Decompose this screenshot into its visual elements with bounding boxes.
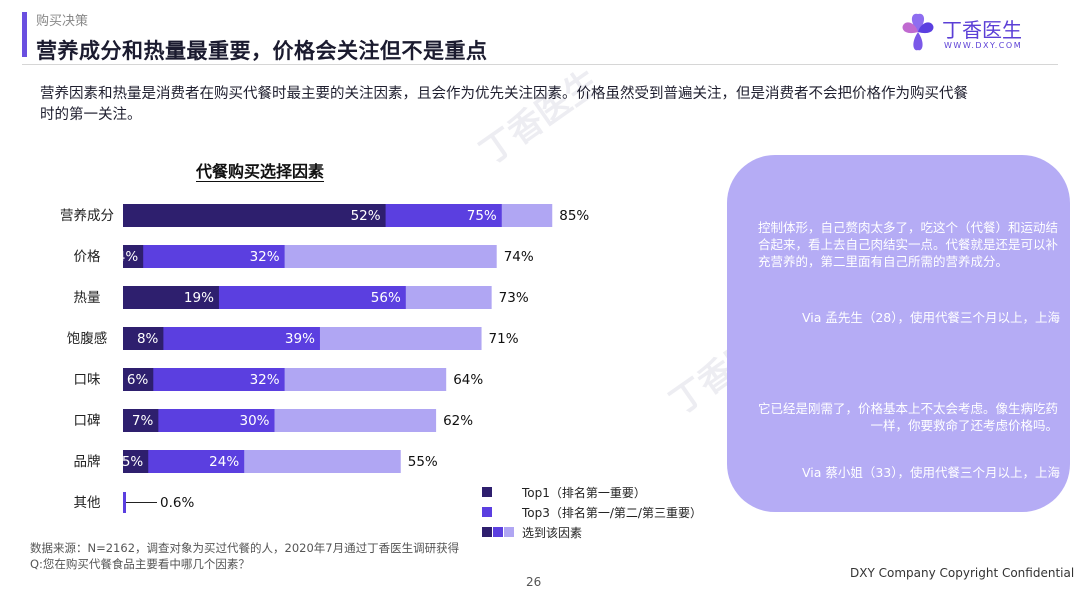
data-source: 数据来源：N=2162，调查对象为买过代餐的人，2020年7月通过丁香医生调研获… [30, 541, 460, 555]
category-label: 营养成分 [60, 208, 114, 224]
bar-top3 [123, 327, 320, 350]
bar-top1 [123, 286, 219, 309]
category-label: 价格 [74, 249, 101, 265]
legend-swatch-top3-small [493, 527, 503, 537]
data-label-top1: 8% [137, 331, 159, 347]
title-divider [22, 64, 1058, 65]
quote-attribution-1: Via 孟先生（28），使用代餐三个月以上，上海 [801, 310, 1060, 325]
category-label: 口碑 [74, 413, 101, 429]
legend-swatch-selected [504, 527, 514, 537]
bar-top3 [123, 245, 285, 268]
logo-name: 丁香医生 [942, 18, 1022, 42]
bar-top1 [123, 245, 144, 268]
category-label: 热量 [74, 290, 101, 306]
data-label-selected: 73% [499, 290, 529, 306]
data-label-top3: 32% [250, 249, 280, 265]
data-label-selected: 74% [504, 249, 534, 265]
chart-legend: Top1（排名第一重要） Top3（排名第一/第二/第三重要） 选到该因素 [482, 482, 702, 542]
page-number: 26 [526, 575, 542, 589]
legend-item-top3: Top3（排名第一/第二/第三重要） [482, 502, 702, 522]
quote-attribution-2: Via 蔡小姐（33），使用代餐三个月以上，上海 [801, 465, 1060, 480]
bar-top3 [123, 368, 285, 391]
data-label-top1: 19% [184, 290, 214, 306]
data-label-top3: 24% [209, 454, 239, 470]
bar-top1 [123, 368, 154, 391]
data-label-selected: 62% [443, 413, 473, 429]
page-title: 营养成分和热量最重要，价格会关注但不是重点 [36, 39, 488, 63]
legend-label-top1: Top1（排名第一重要） [522, 485, 646, 500]
data-label-selected: 64% [453, 372, 483, 388]
survey-question: Q:您在购买代餐食品主要看中哪几个因素？ [30, 557, 250, 571]
legend-swatch-top3 [482, 507, 492, 517]
legend-swatch-top1 [482, 487, 492, 497]
legend-swatch-top1-small [482, 527, 492, 537]
quote-text-1: 控制体形，自己赘肉太多了，吃这个（代餐）和运动结合起来，看上去自己肉结实一点。代… [758, 220, 1059, 269]
bar-top1 [123, 450, 149, 473]
data-label-top1: 4% [117, 249, 139, 265]
legend-label-selected: 选到该因素 [522, 525, 583, 540]
data-label-top3: 32% [250, 372, 280, 388]
category-label: 品牌 [74, 453, 101, 470]
data-label-selected: 55% [408, 454, 438, 470]
data-label-top3: 75% [467, 208, 497, 224]
logo-url: WWW.DXY.COM [944, 41, 1023, 50]
dxy-logo: 丁香医生 WWW.DXY.COM [898, 10, 1048, 55]
legend-label-top3: Top3（排名第一/第二/第三重要） [522, 505, 702, 520]
data-label-top3: 56% [371, 290, 401, 306]
data-label-top3: 39% [285, 331, 315, 347]
data-label-top1: 6% [127, 372, 149, 388]
chart-title: 代餐购买选择因素 [196, 162, 325, 181]
bar-top1 [123, 204, 386, 227]
data-label-selected: 71% [489, 331, 519, 347]
bar-top1 [123, 327, 164, 350]
copyright-text: DXY Company Copyright Confidential [850, 566, 1075, 580]
bar-selected [123, 492, 126, 513]
bar-top3 [123, 409, 275, 432]
footnote: 数据来源：N=2162，调查对象为买过代餐的人，2020年7月通过丁香医生调研获… [30, 540, 459, 572]
data-label-top1: 5% [122, 454, 144, 470]
legend-item-selected: 选到该因素 [482, 522, 702, 542]
data-label-selected: 0.6% [160, 495, 194, 511]
quote-panel [727, 155, 1070, 512]
bar-top1 [123, 409, 159, 432]
title-accent-bar [22, 12, 27, 57]
data-label-top1: 52% [351, 208, 381, 224]
data-label-top3: 30% [239, 413, 269, 429]
flower-logo-icon [902, 13, 934, 51]
data-label-selected: 85% [559, 208, 589, 224]
category-label: 其他 [74, 495, 101, 511]
bar-top3 [123, 450, 245, 473]
category-label: 饱腹感 [67, 330, 108, 347]
quote-text-2: 它已经是刚需了，价格基本上不太会考虑。像生病吃药一样，你要救命了还考虑价格吗。 [758, 401, 1059, 433]
legend-item-top1: Top1（排名第一重要） [482, 482, 702, 502]
data-label-top1: 7% [132, 413, 154, 429]
intro-paragraph: 营养因素和热量是消费者在购买代餐时最主要的关注因素，且会作为优先关注因素。价格虽… [40, 86, 968, 123]
category-label: 口味 [74, 372, 101, 388]
section-label: 购买决策 [36, 14, 89, 29]
